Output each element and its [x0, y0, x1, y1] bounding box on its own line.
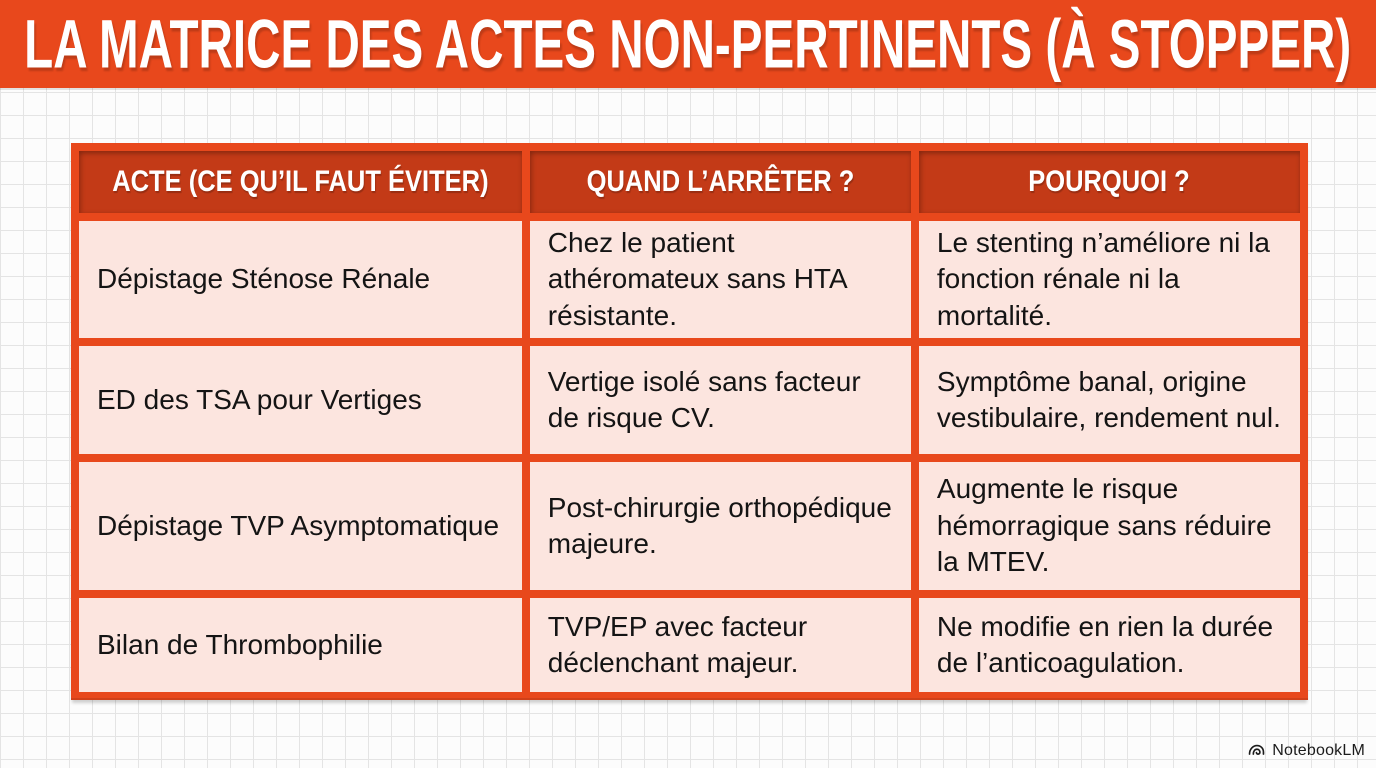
page-title: LA MATRICE DES ACTES NON-PERTINENTS (À S… [24, 5, 1352, 83]
notebooklm-logo-icon [1248, 744, 1265, 755]
watermark-label: NotebookLM [1272, 741, 1365, 759]
table-cell-pourquoi-4: Ne modifie en rien la durée de l’anticoa… [918, 598, 1300, 692]
title-banner: LA MATRICE DES ACTES NON-PERTINENTS (À S… [0, 0, 1376, 88]
matrix-table: ACTE (CE QU’IL FAUT ÉVITER) QUAND L’ARRÊ… [71, 143, 1308, 700]
table-cell-acte-4: Bilan de Thrombophilie [79, 598, 522, 692]
table-cell-pourquoi-2: Symptôme banal, origine vestibulaire, re… [918, 346, 1300, 454]
table-cell-quand-1: Chez le patient athéromateux sans HTA ré… [529, 221, 911, 338]
table-cell-acte-2: ED des TSA pour Vertiges [79, 346, 522, 454]
column-header-acte: ACTE (CE QU’IL FAUT ÉVITER) [79, 151, 522, 213]
table-cell-pourquoi-1: Le stenting n’améliore ni la fonction ré… [918, 221, 1300, 338]
column-header-label: ACTE (CE QU’IL FAUT ÉVITER) [112, 165, 489, 198]
table-cell-quand-3: Post-chirurgie orthopédique majeure. [529, 462, 911, 590]
column-header-label: QUAND L’ARRÊTER ? [586, 165, 855, 198]
table-cell-acte-3: Dépistage TVP Asymptomatique [79, 462, 522, 590]
column-header-pourquoi: POURQUOI ? [918, 151, 1300, 213]
table-cell-pourquoi-3: Augmente le risque hémorragique sans réd… [918, 462, 1300, 590]
notebooklm-watermark: NotebookLM [1247, 741, 1365, 760]
column-header-label: POURQUOI ? [1028, 165, 1191, 198]
column-header-quand: QUAND L’ARRÊTER ? [529, 151, 911, 213]
table-cell-acte-1: Dépistage Sténose Rénale [79, 221, 522, 338]
table-cell-quand-2: Vertige isolé sans facteur de risque CV. [529, 346, 911, 454]
table-cell-quand-4: TVP/EP avec facteur déclenchant majeur. [529, 598, 911, 692]
